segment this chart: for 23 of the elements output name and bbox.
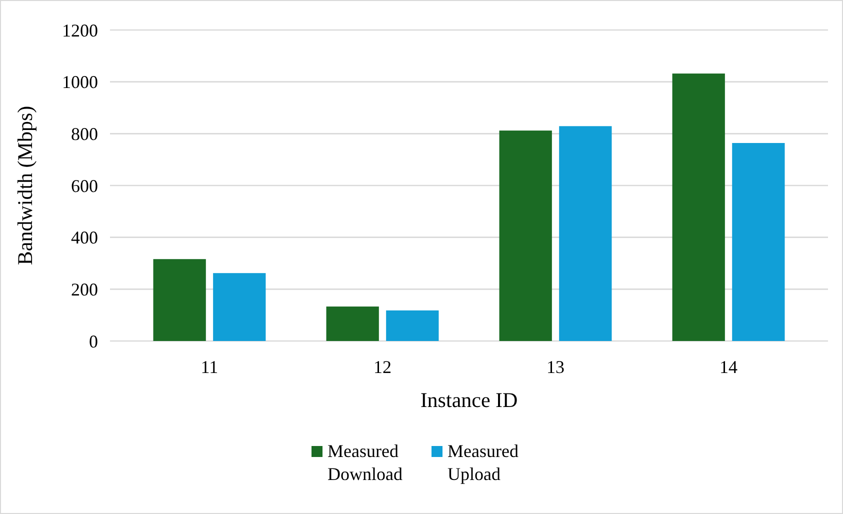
bar (499, 130, 552, 341)
legend-label: Measured Download (328, 441, 402, 484)
y-tick-label: 400 (71, 228, 98, 248)
y-tick-label: 0 (89, 331, 98, 352)
y-tick-label: 800 (71, 124, 98, 144)
bar (153, 259, 206, 341)
y-tick-label: 1000 (62, 72, 98, 92)
bar (672, 74, 725, 341)
bar (213, 273, 266, 341)
bar (386, 310, 439, 341)
bar (732, 142, 785, 341)
bar (326, 306, 379, 341)
y-tick-label: 1200 (62, 20, 98, 40)
y-axis-title: Bandwidth (Mbps) (13, 106, 37, 266)
x-tick-label: 14 (720, 357, 738, 377)
x-tick-label: 12 (373, 357, 392, 377)
y-tick-label: 600 (71, 176, 98, 196)
x-tick-label: 11 (200, 357, 218, 377)
y-tick-label: 200 (71, 279, 98, 300)
legend-label: Measured Upload (448, 441, 518, 484)
x-axis-title: Instance ID (420, 388, 518, 412)
bar (559, 126, 612, 341)
x-tick-label: 13 (546, 357, 565, 377)
